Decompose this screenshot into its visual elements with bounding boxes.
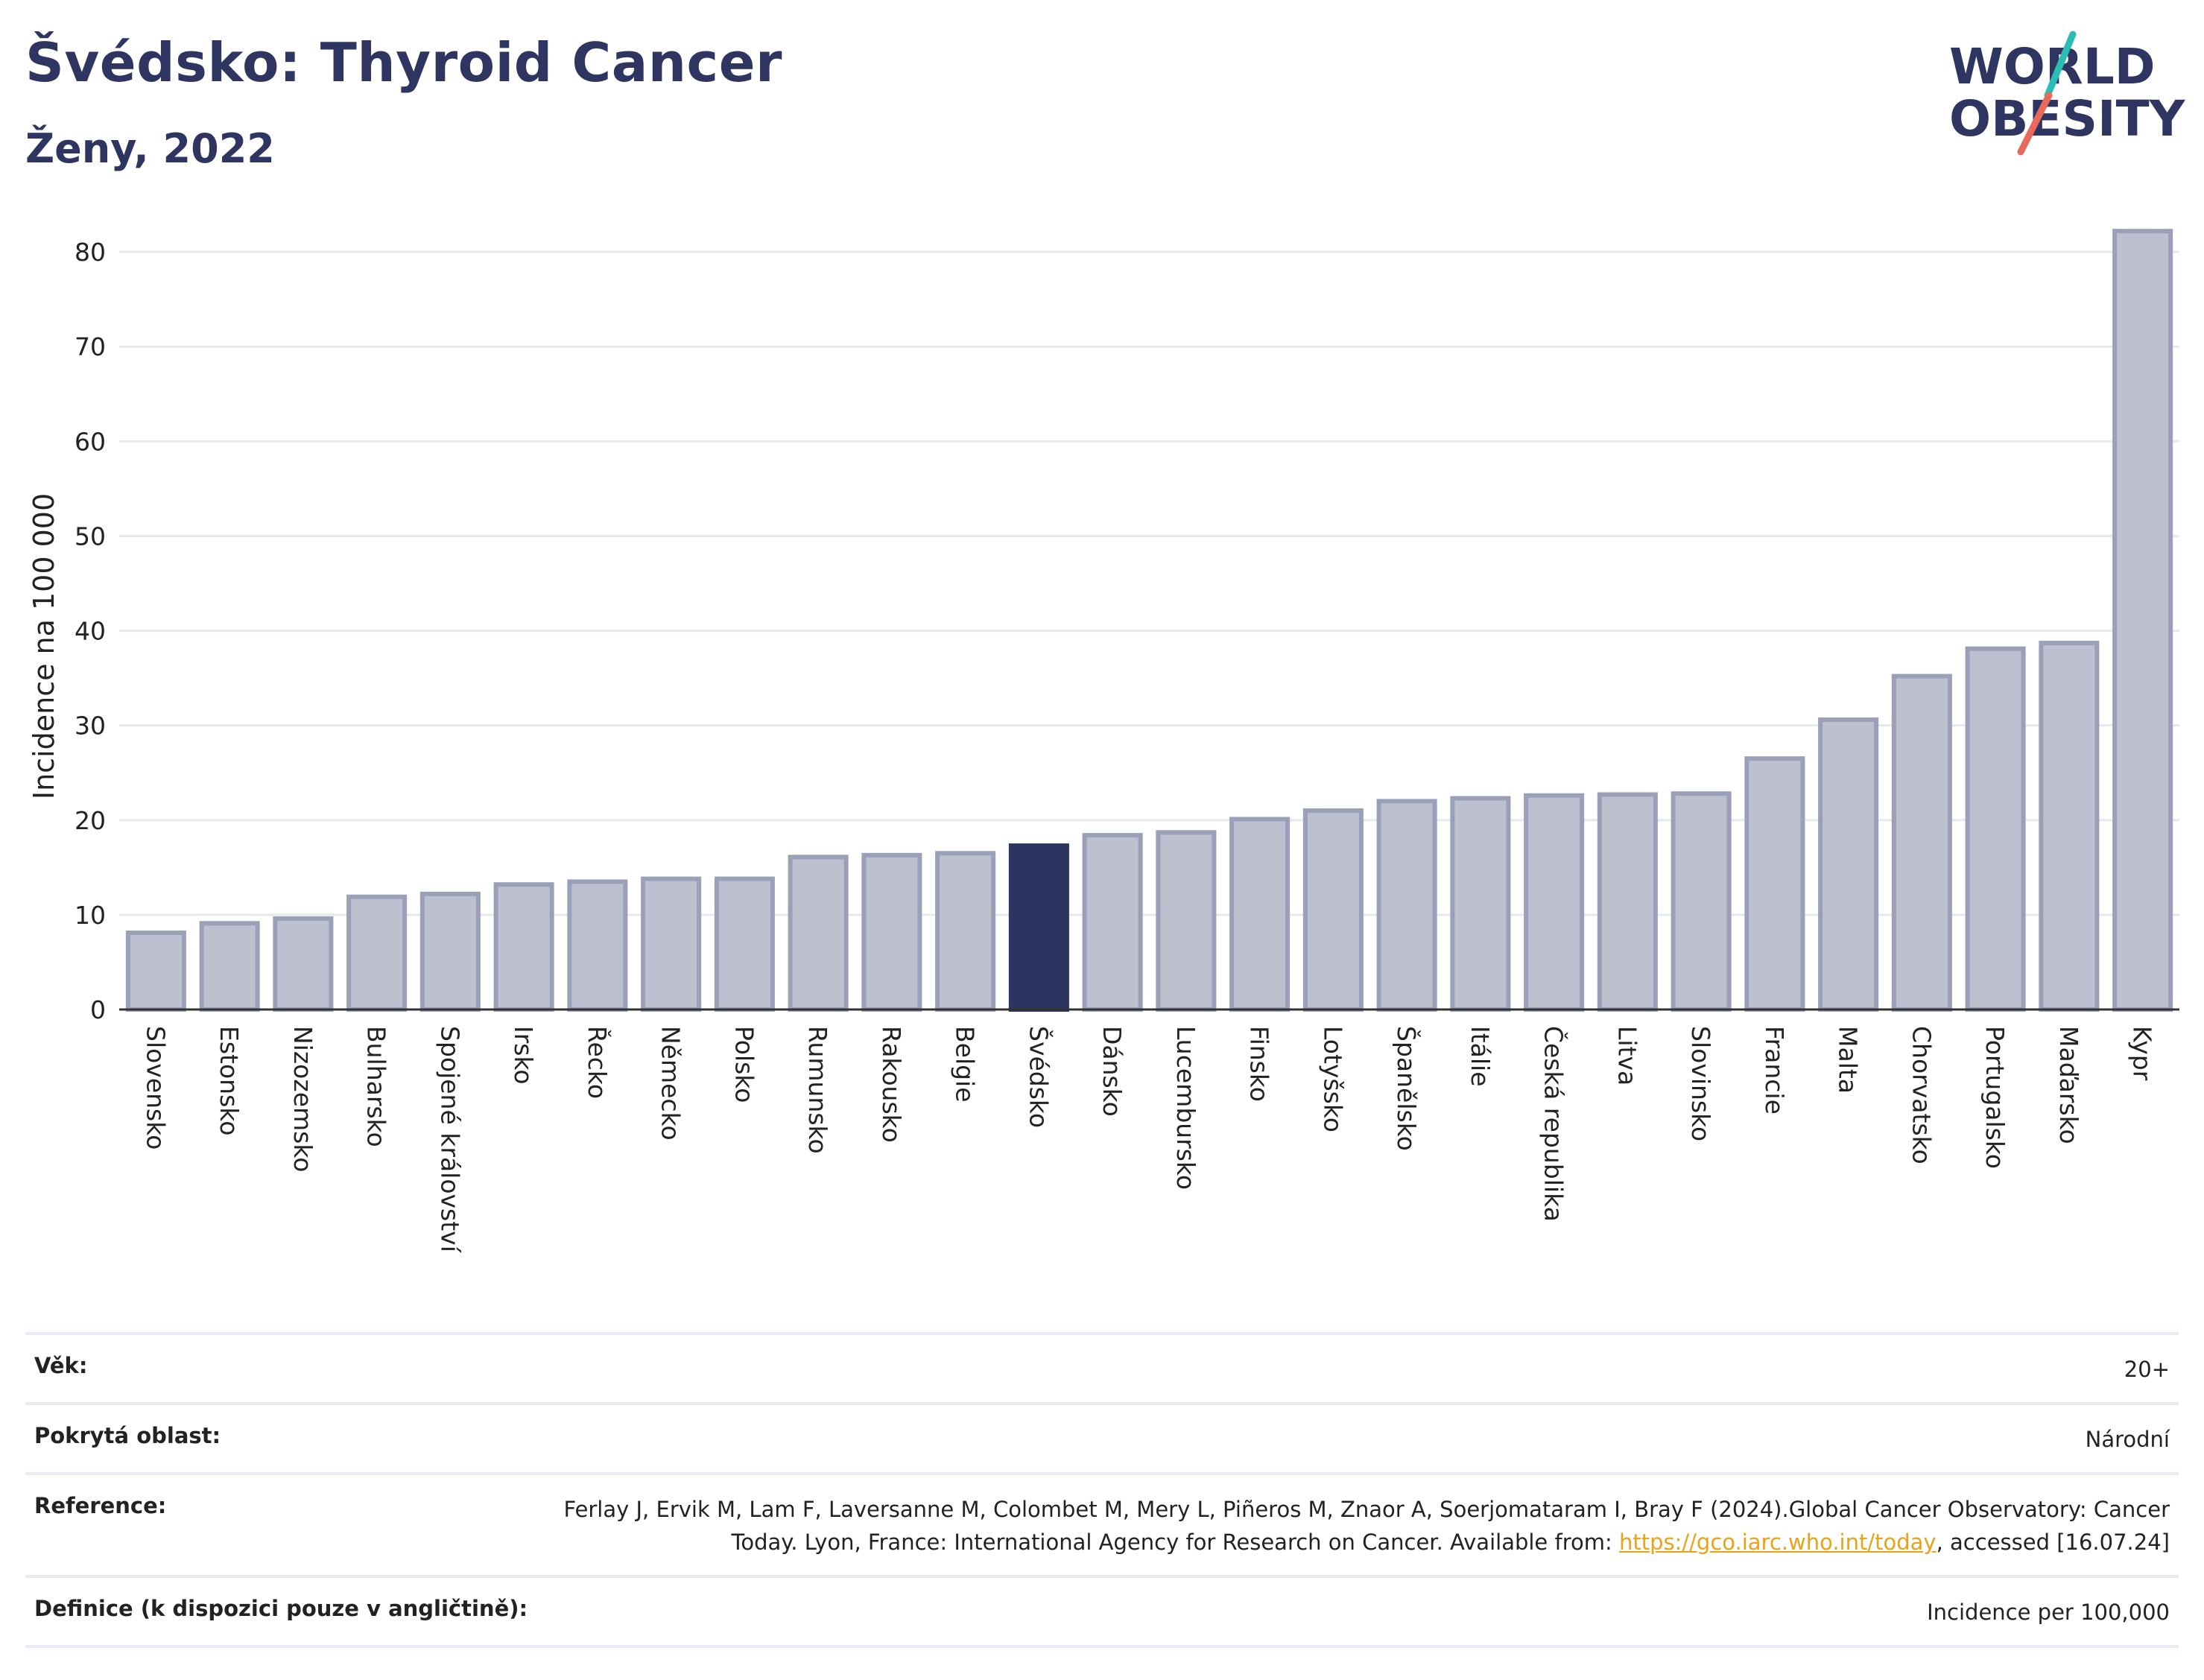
bar (714, 876, 775, 1012)
y-tick-label: 30 (75, 711, 106, 741)
x-category-label: Bulharsko (362, 1026, 391, 1147)
logo-line-obesity: OBESITY (1949, 90, 2186, 148)
x-category-label: Rakousko (877, 1026, 906, 1143)
y-axis-title: Incidence na 100 000 (28, 493, 60, 799)
y-tick-label: 0 (90, 995, 106, 1024)
x-category-label: Spojené království (435, 1026, 464, 1254)
x-category-label: Polsko (729, 1026, 759, 1103)
reference-text: Ferlay J, Ervik M, Lam F, Laversanne M, … (563, 1497, 2170, 1555)
x-category-label: Švédsko (1024, 1026, 1054, 1128)
bar (1082, 833, 1143, 1012)
x-category-label: Španělsko (1392, 1026, 1422, 1151)
bar (1302, 808, 1364, 1012)
x-category-label: Rumunsko (803, 1026, 832, 1154)
meta-row-area: Pokrytá oblast: Národní (25, 1402, 2179, 1472)
x-category-label: Lucembursko (1171, 1026, 1200, 1190)
x-category-label: Irsko (509, 1026, 538, 1085)
x-category-label: Slovinsko (1686, 1026, 1715, 1141)
bar (935, 851, 996, 1012)
x-category-label: Slovensko (141, 1026, 170, 1150)
bar (1818, 717, 1879, 1012)
bar (1965, 646, 2026, 1012)
bar (788, 855, 849, 1012)
x-category-label: Řecko (583, 1026, 612, 1099)
bars (125, 229, 2173, 1012)
bar-chart: 0 10 20 30 40 50 60 70 80 Slovensko Estonsko Nizoz… (28, 229, 2179, 1254)
age-label: Věk: (34, 1353, 88, 1378)
x-category-label: Belgie (951, 1026, 980, 1103)
bar (1597, 792, 1658, 1012)
bar (346, 894, 408, 1012)
x-category-label: Kypr (2128, 1026, 2157, 1081)
x-category-label: Dánsko (1098, 1026, 1127, 1117)
bar (493, 882, 554, 1012)
x-category-label: Maďarsko (2054, 1026, 2083, 1144)
bar (1891, 673, 1952, 1012)
bar (273, 916, 334, 1012)
meta-row-age: Věk: 20+ (25, 1332, 2179, 1402)
meta-row-definition: Definice (k dispozici pouze v angličtině… (25, 1575, 2179, 1648)
reference-accessed: , accessed [16.07.24] (1936, 1530, 2170, 1555)
y-tick-label: 20 (75, 806, 106, 835)
x-category-label: Nizozemsko (288, 1026, 317, 1172)
bar (2039, 641, 2100, 1012)
x-category-label: Francie (1760, 1026, 1789, 1115)
bar (567, 879, 628, 1012)
bar (1156, 830, 1217, 1012)
bar (1008, 843, 1069, 1012)
world-obesity-logo: WORLD OBESITY (1949, 31, 2186, 156)
bar (199, 921, 260, 1012)
bar (419, 891, 481, 1012)
reference-value: Ferlay J, Ervik M, Lam F, Laversanne M, … (531, 1493, 2170, 1559)
chart-subtitle: Ženy, 2022 (25, 125, 275, 172)
y-axis-ticks: 0 10 20 30 40 50 60 70 80 (75, 238, 106, 1024)
age-value: 20+ (2124, 1357, 2170, 1382)
y-tick-label: 80 (75, 238, 106, 267)
x-category-label: Finsko (1245, 1026, 1274, 1102)
bar (1671, 791, 1732, 1012)
bar (641, 876, 702, 1012)
bar (125, 931, 186, 1012)
reference-link[interactable]: https://gco.iarc.who.int/today (1618, 1530, 1937, 1555)
definition-label: Definice (k dispozici pouze v angličtině… (34, 1596, 528, 1621)
bar (1524, 793, 1585, 1012)
y-tick-label: 60 (75, 427, 106, 456)
logo-slash-teal (2044, 31, 2077, 99)
x-category-label: Chorvatsko (1907, 1026, 1936, 1164)
x-category-label: Německo (656, 1026, 685, 1141)
bar (2112, 229, 2173, 1012)
x-category-label: Itálie (1466, 1026, 1495, 1087)
y-tick-label: 50 (75, 522, 106, 551)
y-tick-label: 40 (75, 617, 106, 646)
bar (1229, 817, 1291, 1012)
area-value: Národní (2085, 1427, 2170, 1452)
x-category-label: Estonsko (215, 1026, 244, 1135)
x-category-label: Litva (1612, 1026, 1641, 1085)
bar (1744, 756, 1805, 1012)
x-category-label: Malta (1834, 1026, 1863, 1094)
logo-slash-red (2017, 92, 2053, 156)
x-category-label: Lotyšsko (1318, 1026, 1347, 1132)
metadata-table: Věk: 20+ Pokrytá oblast: Národní Referen… (25, 1332, 2179, 1648)
meta-row-reference: Reference: Ferlay J, Ervik M, Lam F, Lav… (25, 1472, 2179, 1575)
y-tick-label: 10 (75, 901, 106, 930)
y-tick-label: 70 (75, 332, 106, 361)
area-label: Pokrytá oblast: (34, 1423, 221, 1448)
chart-title: Švédsko: Thyroid Cancer (25, 31, 783, 94)
x-axis-labels: Slovensko Estonsko Nizozemsko Bulharsko Spoj… (141, 1026, 2156, 1254)
definition-value: Incidence per 100,000 (1927, 1600, 2170, 1625)
x-category-label: Portugalsko (1980, 1026, 2010, 1169)
reference-label: Reference: (34, 1493, 167, 1518)
x-category-label: Česká republika (1539, 1026, 1569, 1222)
bar (1376, 799, 1437, 1012)
bar (861, 852, 922, 1012)
bar (1450, 796, 1511, 1012)
